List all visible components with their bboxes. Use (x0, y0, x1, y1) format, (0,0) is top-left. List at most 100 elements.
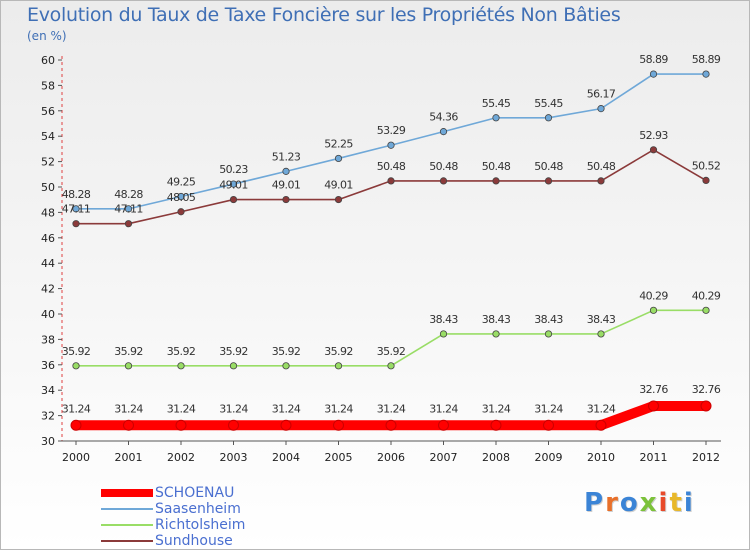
x-tick-label: 2006 (377, 451, 405, 464)
data-point (492, 114, 500, 122)
legend-swatch (101, 508, 153, 510)
data-label: 31.24 (219, 402, 248, 415)
chart-title: Evolution du Taux de Taxe Foncière sur l… (27, 4, 621, 26)
data-point (648, 400, 659, 412)
data-label: 40.29 (639, 289, 668, 302)
data-label: 32.76 (639, 383, 668, 396)
data-point (124, 362, 133, 370)
data-point (229, 180, 238, 188)
data-label: 50.23 (219, 163, 248, 176)
data-point (385, 419, 397, 431)
data-point (177, 208, 185, 216)
data-label: 38.43 (482, 313, 511, 326)
x-tick-label: 2009 (535, 451, 563, 464)
x-tick-label: 2003 (220, 451, 248, 464)
data-label: 49.25 (167, 176, 196, 189)
logo-letter: P (584, 488, 606, 518)
data-point (72, 205, 80, 213)
data-label: 31.24 (534, 402, 563, 415)
data-label: 38.43 (587, 313, 616, 326)
legend-label: Sundhouse (155, 533, 233, 549)
data-point (439, 330, 448, 338)
data-label: 47.11 (62, 203, 91, 216)
x-tick-label: 2012 (692, 451, 720, 464)
series-layer (70, 70, 712, 431)
data-label: 40.29 (692, 289, 721, 302)
logo-letter: r (605, 488, 620, 518)
data-label: 35.92 (377, 345, 406, 358)
data-label: 48.28 (62, 188, 91, 201)
legend-label: Richtolsheim (155, 517, 246, 533)
data-point (544, 330, 553, 338)
y-tick-label: 32 (41, 410, 55, 423)
data-point (282, 167, 290, 175)
data-point (438, 419, 449, 431)
data-label: 55.45 (534, 97, 563, 110)
data-point (543, 419, 554, 431)
data-label: 38.43 (534, 313, 563, 326)
data-label: 49.01 (324, 179, 353, 192)
data-point (333, 419, 344, 431)
data-point (492, 330, 500, 338)
x-tick-label: 2008 (482, 451, 510, 464)
y-tick-label: 38 (41, 333, 55, 346)
data-label: 38.43 (429, 313, 458, 326)
proxiti-logo: Proxiti (584, 488, 695, 518)
data-label: 48.05 (167, 191, 196, 204)
data-point (123, 419, 134, 431)
x-tick-label: 2001 (115, 451, 143, 464)
data-label: 55.45 (482, 97, 511, 110)
x-tick-label: 2004 (272, 451, 300, 464)
data-point (282, 362, 290, 370)
data-label: 50.48 (429, 160, 458, 173)
data-point (597, 177, 605, 185)
data-label: 31.24 (114, 402, 143, 415)
data-point (439, 177, 448, 185)
data-label: 31.24 (482, 402, 511, 415)
data-point (702, 176, 710, 184)
data-label: 52.93 (639, 129, 668, 142)
data-point (228, 419, 239, 431)
data-point (387, 177, 395, 185)
logo-letter: t (669, 488, 684, 518)
y-tick-label: 58 (41, 79, 55, 92)
x-tick-label: 2000 (62, 451, 90, 464)
data-point (72, 220, 80, 228)
data-point (595, 419, 607, 431)
data-label: 32.76 (692, 383, 721, 396)
y-tick-label: 54 (41, 130, 55, 143)
axes: 30 32 34 36 38 40 42 44 46 48 50 52 54 56 58 60 2000 2001… (41, 54, 721, 464)
data-label: 49.01 (272, 179, 301, 192)
data-label: 52.25 (324, 137, 353, 150)
x-tick-label: 2011 (640, 451, 668, 464)
data-point (649, 146, 658, 154)
y-tick-label: 52 (41, 156, 55, 169)
data-label: 35.92 (114, 345, 143, 358)
data-label: 58.89 (692, 53, 721, 66)
logo-letter: o (619, 488, 640, 518)
data-point (70, 419, 82, 431)
data-point (649, 70, 658, 78)
data-point (544, 177, 553, 185)
legend-swatch (101, 540, 153, 542)
data-point (334, 362, 343, 370)
y-tick-label: 36 (41, 359, 55, 372)
data-point (177, 192, 185, 201)
data-label: 56.17 (587, 88, 616, 101)
data-point (544, 114, 553, 122)
y-tick-label: 34 (41, 384, 55, 397)
x-tick-label: 2002 (167, 451, 195, 464)
y-tick-label: 50 (41, 181, 55, 194)
y-tick-label: 30 (41, 435, 55, 448)
data-point (175, 419, 187, 431)
data-point (72, 362, 80, 370)
data-label: 50.48 (377, 160, 406, 173)
data-label: 50.48 (587, 160, 616, 173)
data-point (387, 141, 395, 149)
y-tick-label: 46 (41, 232, 55, 245)
data-label: 49.01 (219, 179, 248, 192)
data-label: 51.23 (272, 150, 301, 163)
data-labels: 31.24 31.24 31.24 31.24 31.24 31.24 31.24 31.24… (62, 53, 722, 415)
data-point (439, 128, 448, 136)
data-label: 48.28 (114, 188, 143, 201)
